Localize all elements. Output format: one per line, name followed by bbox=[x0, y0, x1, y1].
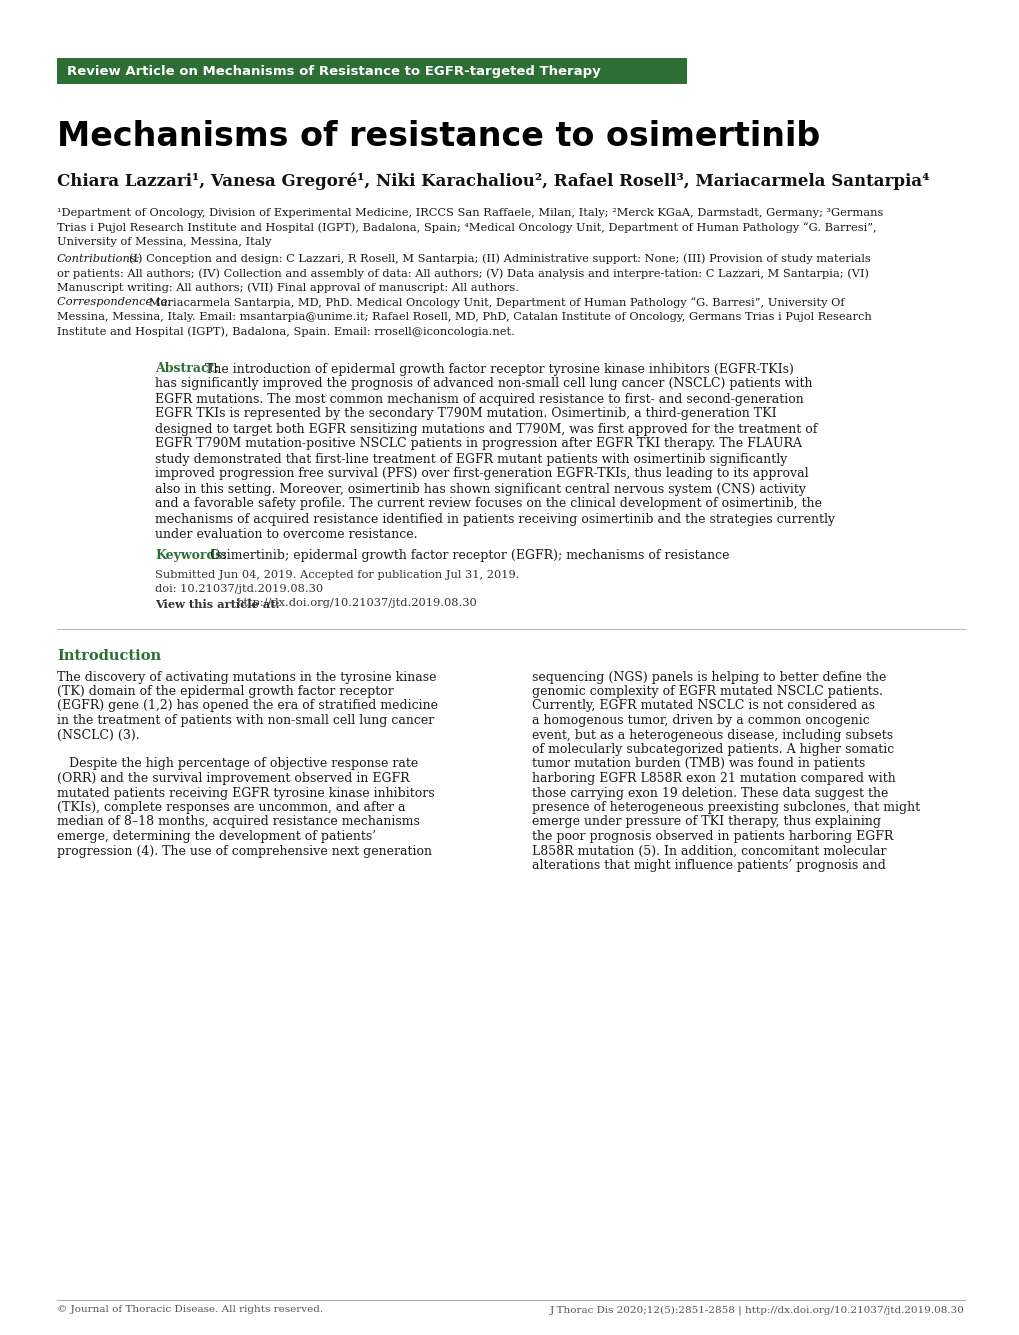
FancyBboxPatch shape bbox=[57, 57, 687, 84]
Text: improved progression free survival (PFS) over first-generation EGFR-TKIs, thus l: improved progression free survival (PFS)… bbox=[155, 467, 808, 481]
Text: presence of heterogeneous preexisting subclones, that might: presence of heterogeneous preexisting su… bbox=[532, 801, 919, 814]
Text: Osimertinib; epidermal growth factor receptor (EGFR); mechanisms of resistance: Osimertinib; epidermal growth factor rec… bbox=[210, 549, 729, 562]
Text: © Journal of Thoracic Disease. All rights reserved.: © Journal of Thoracic Disease. All right… bbox=[57, 1306, 323, 1314]
Text: those carrying exon 19 deletion. These data suggest the: those carrying exon 19 deletion. These d… bbox=[532, 786, 888, 800]
Text: harboring EGFR L858R exon 21 mutation compared with: harboring EGFR L858R exon 21 mutation co… bbox=[532, 772, 895, 785]
Text: Chiara Lazzari¹, Vanesa Gregoré¹, Niki Karachaliou², Rafael Rosell³, Mariacarmel: Chiara Lazzari¹, Vanesa Gregoré¹, Niki K… bbox=[57, 174, 928, 191]
Text: emerge, determining the development of patients’: emerge, determining the development of p… bbox=[57, 830, 376, 842]
Text: Contributions:: Contributions: bbox=[57, 254, 141, 263]
Text: http://dx.doi.org/10.21037/jtd.2019.08.30: http://dx.doi.org/10.21037/jtd.2019.08.3… bbox=[236, 598, 477, 609]
Text: Institute and Hospital (IGPT), Badalona, Spain. Email: rrosell@iconcologia.net.: Institute and Hospital (IGPT), Badalona,… bbox=[57, 326, 515, 336]
Text: ¹Department of Oncology, Division of Experimental Medicine, IRCCS San Raffaele, : ¹Department of Oncology, Division of Exp… bbox=[57, 208, 882, 218]
Text: Mariacarmela Santarpia, MD, PhD. Medical Oncology Unit, Department of Human Path: Mariacarmela Santarpia, MD, PhD. Medical… bbox=[149, 296, 844, 308]
Text: Currently, EGFR mutated NSCLC is not considered as: Currently, EGFR mutated NSCLC is not con… bbox=[532, 700, 874, 713]
Text: J Thorac Dis 2020;12(5):2851-2858 | http://dx.doi.org/10.21037/jtd.2019.08.30: J Thorac Dis 2020;12(5):2851-2858 | http… bbox=[549, 1306, 964, 1315]
Text: mutated patients receiving EGFR tyrosine kinase inhibitors: mutated patients receiving EGFR tyrosine… bbox=[57, 786, 434, 800]
Text: Trias i Pujol Research Institute and Hospital (IGPT), Badalona, Spain; ⁴Medical : Trias i Pujol Research Institute and Hos… bbox=[57, 223, 875, 234]
Text: University of Messina, Messina, Italy: University of Messina, Messina, Italy bbox=[57, 238, 271, 247]
Text: or patients: All authors; (IV) Collection and assembly of data: All authors; (V): or patients: All authors; (IV) Collectio… bbox=[57, 268, 868, 279]
Text: Despite the high percentage of objective response rate: Despite the high percentage of objective… bbox=[57, 757, 418, 770]
Text: Manuscript writing: All authors; (VII) Final approval of manuscript: All authors: Manuscript writing: All authors; (VII) F… bbox=[57, 283, 519, 294]
Text: genomic complexity of EGFR mutated NSCLC patients.: genomic complexity of EGFR mutated NSCLC… bbox=[532, 685, 882, 698]
Text: alterations that might influence patients’ prognosis and: alterations that might influence patient… bbox=[532, 858, 886, 872]
Text: emerge under pressure of TKI therapy, thus explaining: emerge under pressure of TKI therapy, th… bbox=[532, 816, 880, 829]
Text: EGFR TKIs is represented by the secondary T790M mutation. Osimertinib, a third-g: EGFR TKIs is represented by the secondar… bbox=[155, 407, 775, 421]
Text: event, but as a heterogeneous disease, including subsets: event, but as a heterogeneous disease, i… bbox=[532, 729, 893, 741]
Text: The introduction of epidermal growth factor receptor tyrosine kinase inhibitors : The introduction of epidermal growth fac… bbox=[205, 363, 793, 375]
Text: under evaluation to overcome resistance.: under evaluation to overcome resistance. bbox=[155, 527, 417, 541]
Text: (TK) domain of the epidermal growth factor receptor: (TK) domain of the epidermal growth fact… bbox=[57, 685, 393, 698]
Text: progression (4). The use of comprehensive next generation: progression (4). The use of comprehensiv… bbox=[57, 845, 432, 857]
Text: Keywords:: Keywords: bbox=[155, 549, 226, 562]
Text: The discovery of activating mutations in the tyrosine kinase: The discovery of activating mutations in… bbox=[57, 670, 436, 684]
Text: median of 8–18 months, acquired resistance mechanisms: median of 8–18 months, acquired resistan… bbox=[57, 816, 420, 829]
Text: (NSCLC) (3).: (NSCLC) (3). bbox=[57, 729, 140, 741]
Text: Introduction: Introduction bbox=[57, 649, 161, 662]
Text: EGFR T790M mutation-positive NSCLC patients in progression after EGFR TKI therap: EGFR T790M mutation-positive NSCLC patie… bbox=[155, 438, 801, 450]
Text: Abstract:: Abstract: bbox=[155, 363, 219, 375]
Text: in the treatment of patients with non-small cell lung cancer: in the treatment of patients with non-sm… bbox=[57, 714, 434, 728]
Text: a homogenous tumor, driven by a common oncogenic: a homogenous tumor, driven by a common o… bbox=[532, 714, 869, 728]
Text: has significantly improved the prognosis of advanced non-small cell lung cancer : has significantly improved the prognosis… bbox=[155, 378, 812, 391]
Text: Review Article on Mechanisms of Resistance to EGFR-targeted Therapy: Review Article on Mechanisms of Resistan… bbox=[67, 64, 600, 77]
Text: Correspondence to:: Correspondence to: bbox=[57, 296, 171, 307]
Text: Messina, Messina, Italy. Email: msantarpia@unime.it; Rafael Rosell, MD, PhD, Cat: Messina, Messina, Italy. Email: msantarp… bbox=[57, 311, 871, 322]
Text: (I) Conception and design: C Lazzari, R Rosell, M Santarpia; (II) Administrative: (I) Conception and design: C Lazzari, R … bbox=[128, 254, 870, 264]
Text: study demonstrated that first-line treatment of EGFR mutant patients with osimer: study demonstrated that first-line treat… bbox=[155, 453, 787, 466]
Text: (ORR) and the survival improvement observed in EGFR: (ORR) and the survival improvement obser… bbox=[57, 772, 410, 785]
Text: also in this setting. Moreover, osimertinib has shown significant central nervou: also in this setting. Moreover, osimerti… bbox=[155, 482, 805, 495]
Text: L858R mutation (5). In addition, concomitant molecular: L858R mutation (5). In addition, concomi… bbox=[532, 845, 886, 857]
Text: of molecularly subcategorized patients. A higher somatic: of molecularly subcategorized patients. … bbox=[532, 744, 894, 756]
Text: Mechanisms of resistance to osimertinib: Mechanisms of resistance to osimertinib bbox=[57, 120, 819, 154]
Text: tumor mutation burden (TMB) was found in patients: tumor mutation burden (TMB) was found in… bbox=[532, 757, 864, 770]
Text: Submitted Jun 04, 2019. Accepted for publication Jul 31, 2019.: Submitted Jun 04, 2019. Accepted for pub… bbox=[155, 570, 519, 579]
Text: the poor prognosis observed in patients harboring EGFR: the poor prognosis observed in patients … bbox=[532, 830, 893, 842]
Text: mechanisms of acquired resistance identified in patients receiving osimertinib a: mechanisms of acquired resistance identi… bbox=[155, 513, 835, 526]
Text: (TKIs), complete responses are uncommon, and after a: (TKIs), complete responses are uncommon,… bbox=[57, 801, 406, 814]
Text: designed to target both EGFR sensitizing mutations and T790M, was first approved: designed to target both EGFR sensitizing… bbox=[155, 422, 816, 435]
Text: EGFR mutations. The most common mechanism of acquired resistance to first- and s: EGFR mutations. The most common mechanis… bbox=[155, 392, 803, 406]
Text: (EGFR) gene (1,2) has opened the era of stratified medicine: (EGFR) gene (1,2) has opened the era of … bbox=[57, 700, 437, 713]
Text: View this article at:: View this article at: bbox=[155, 598, 279, 610]
Text: sequencing (NGS) panels is helping to better define the: sequencing (NGS) panels is helping to be… bbox=[532, 670, 886, 684]
Text: and a favorable safety profile. The current review focuses on the clinical devel: and a favorable safety profile. The curr… bbox=[155, 498, 821, 510]
Text: doi: 10.21037/jtd.2019.08.30: doi: 10.21037/jtd.2019.08.30 bbox=[155, 583, 323, 594]
